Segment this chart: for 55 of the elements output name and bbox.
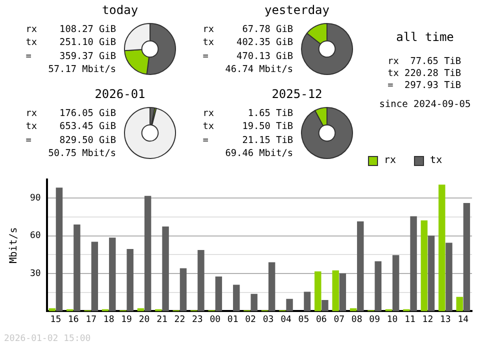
text: rx 108.27 GiB	[24, 23, 116, 36]
x-tick-label: 16	[68, 314, 79, 325]
text: = 21.15 TiB	[202, 134, 293, 147]
text: since 2024-09-05	[378, 99, 472, 110]
x-tick-label: 23	[192, 314, 203, 325]
text: tx 251.10 GiB	[24, 36, 116, 50]
x-tick-label: 10	[386, 314, 398, 325]
text: rx 67.78 GiB	[202, 23, 293, 36]
x-tick-label: 03	[262, 314, 274, 325]
y-axis-title: Mbit/s	[8, 227, 20, 264]
x-tick-label: 09	[369, 314, 380, 325]
text: = 359.37 GiB	[24, 50, 116, 63]
chart-title: 2026-01	[94, 87, 146, 101]
y-tick-label: 30	[30, 268, 41, 279]
legend-label: rx	[384, 155, 396, 166]
x-tick-label: 15	[50, 314, 62, 325]
y-tick-label: 90	[30, 194, 41, 204]
text: = 297.93 TiB	[386, 80, 461, 92]
text: 69.46 Mbit/s	[224, 146, 293, 160]
text: tx 220.28 TiB	[386, 68, 461, 80]
text: all time	[395, 30, 455, 44]
x-tick-label: 08	[351, 314, 362, 325]
x-tick-label: 05	[298, 314, 310, 325]
x-tick-label: 14	[458, 314, 469, 325]
text: rx 1.65 TiB	[202, 107, 293, 120]
legend-label: tx	[430, 155, 442, 166]
text: rx 176.05 GiB	[24, 107, 116, 120]
text: 46.74 Mbit/s	[224, 62, 293, 76]
chart-title: 2025-12	[272, 87, 322, 101]
text: tx 19.50 TiB	[202, 120, 293, 134]
text: 57.17 Mbit/s	[47, 62, 116, 76]
y-tick-label: 60	[30, 231, 41, 242]
x-tick-label: 18	[103, 314, 114, 325]
x-tick-label: 07	[334, 314, 345, 325]
x-tick-label: 22	[174, 314, 186, 325]
text: = 829.50 GiB	[24, 134, 116, 147]
text: tx 653.45 GiB	[24, 120, 116, 134]
x-tick-label: 19	[121, 314, 132, 325]
x-tick-label: 02	[245, 314, 256, 325]
text: 50.75 Mbit/s	[47, 146, 116, 160]
chart-title: today	[100, 3, 140, 17]
x-tick-label: 11	[404, 314, 416, 325]
x-tick-label: 00	[210, 314, 221, 325]
x-tick-label: 17	[86, 314, 97, 325]
x-tick-label: 04	[280, 314, 292, 325]
text: rx 77.65 TiB	[386, 56, 461, 68]
x-tick-label: 20	[138, 314, 150, 325]
text: tx 402.35 GiB	[202, 36, 293, 50]
x-tick-label: 13	[440, 314, 451, 325]
x-tick-label: 12	[422, 314, 434, 325]
x-tick-label: 21	[156, 314, 168, 325]
x-tick-label: 06	[316, 314, 327, 325]
text: = 470.13 GiB	[202, 50, 293, 63]
x-tick-label: 01	[227, 314, 238, 325]
chart-title: yesterday	[263, 3, 331, 17]
